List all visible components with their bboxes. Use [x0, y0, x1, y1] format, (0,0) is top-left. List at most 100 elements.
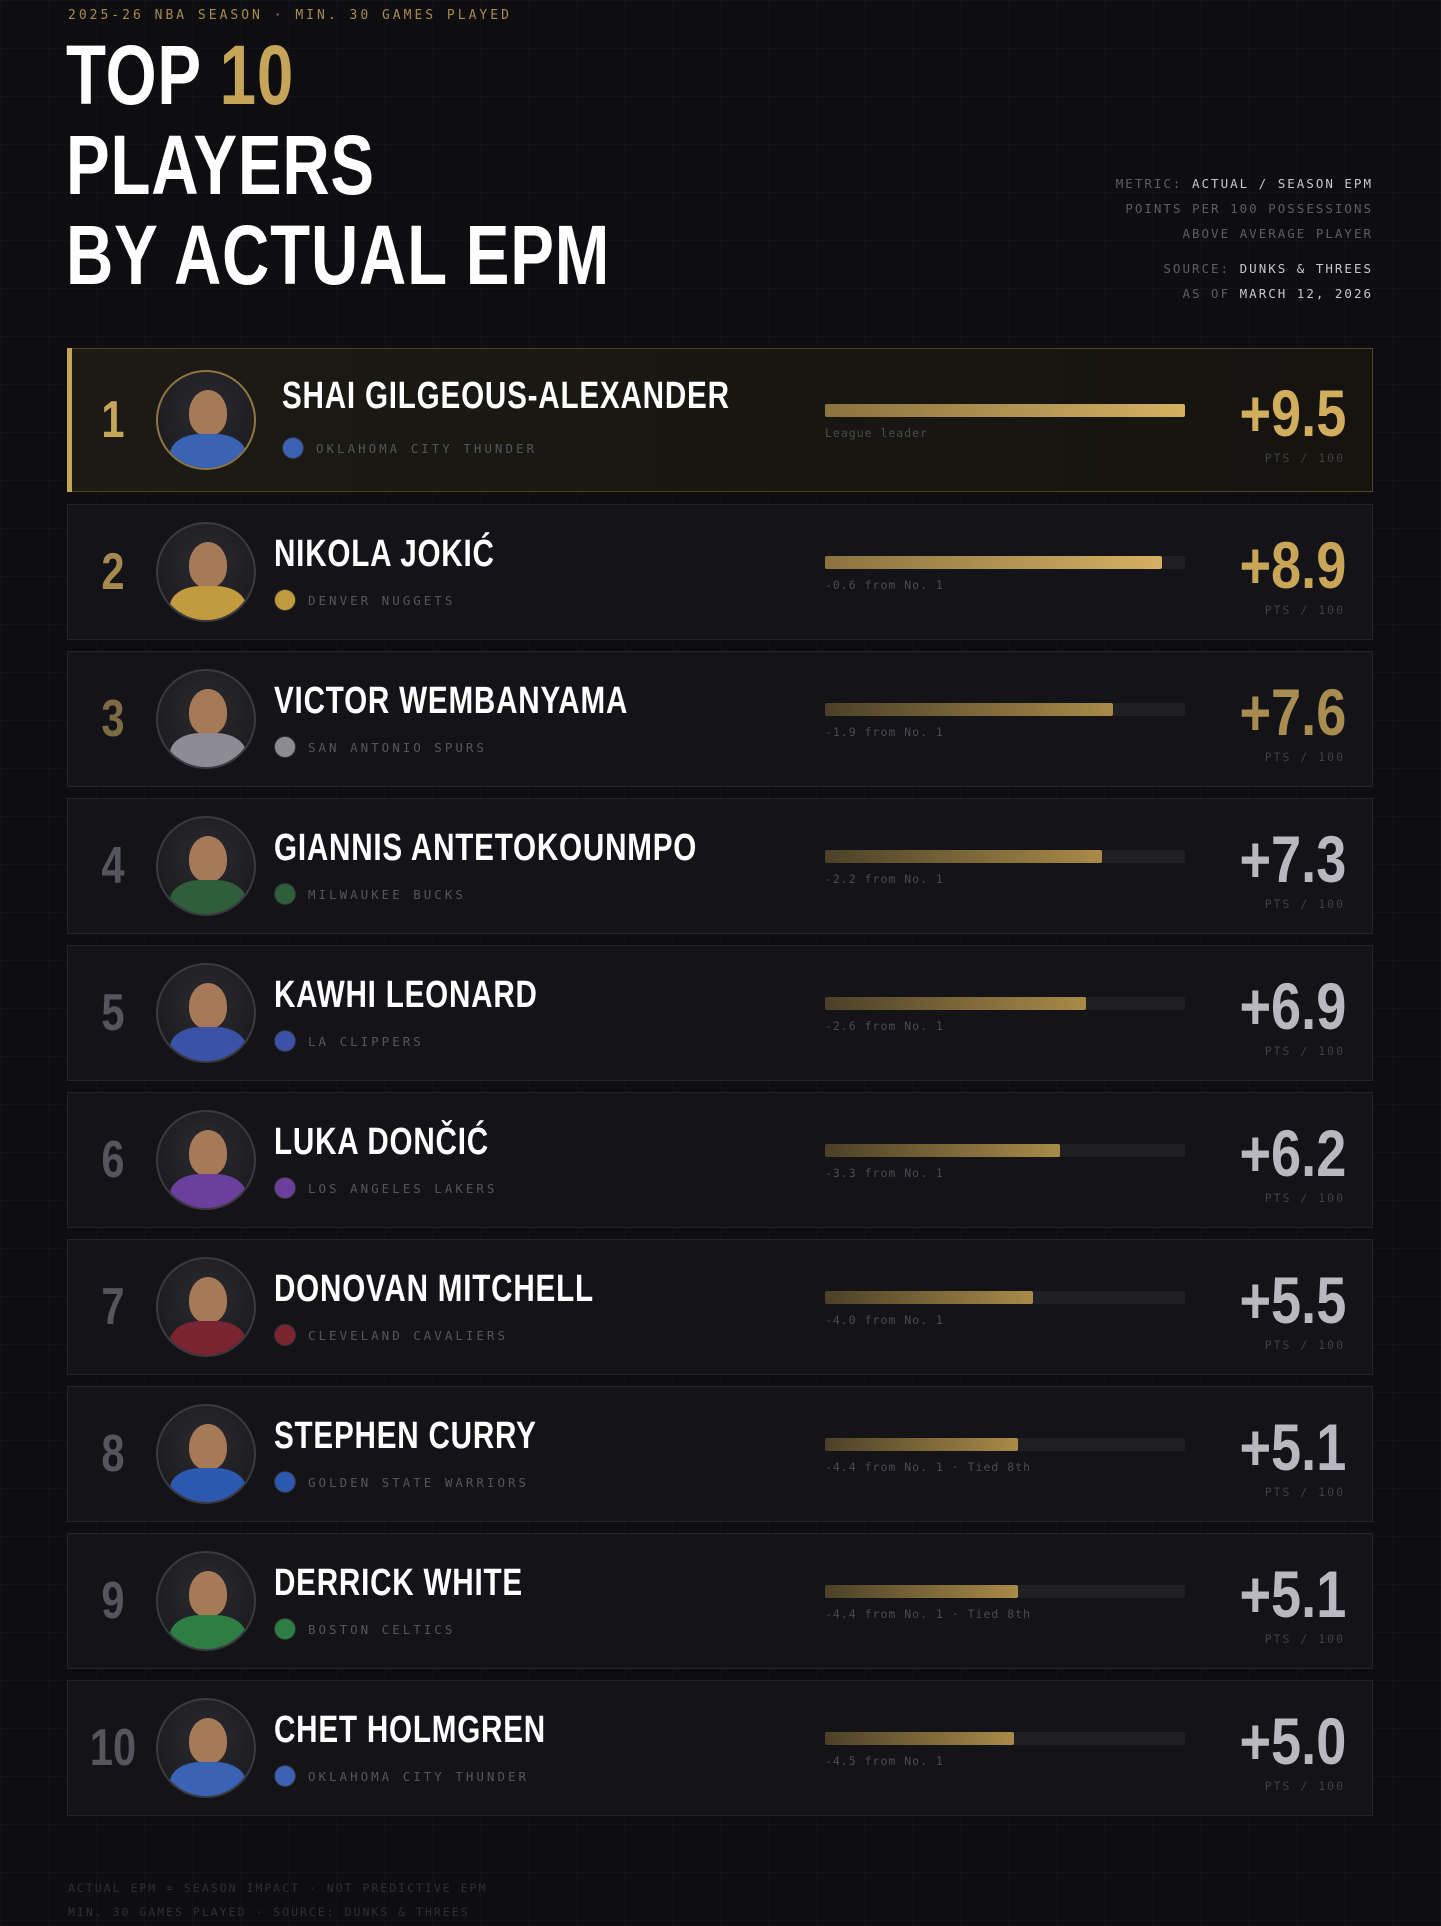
team-row: BOSTON CELTICS	[274, 1618, 455, 1640]
player-headshot	[156, 1257, 256, 1357]
player-headshot	[156, 1404, 256, 1504]
epm-bar-fill	[825, 1732, 1015, 1745]
metric-label: METRIC:	[1115, 176, 1183, 191]
epm-value: +6.9	[1239, 969, 1346, 1043]
epm-value: +5.1	[1239, 1557, 1346, 1631]
team-name: MILWAUKEE BUCKS	[308, 886, 466, 902]
team-row: OKLAHOMA CITY THUNDER	[282, 437, 537, 459]
epm-bar-fill	[825, 1585, 1019, 1598]
rank-number: 2	[101, 543, 125, 601]
player-card[interactable]: 7 DONOVAN MITCHELL CLEVELAND CAVALIERS -…	[67, 1239, 1373, 1375]
epm-unit: PTS / 100	[1264, 603, 1345, 617]
team-row: LA CLIPPERS	[274, 1030, 424, 1052]
epm-bar	[825, 1585, 1185, 1598]
source-value: DUNKS & THREES	[1239, 261, 1373, 276]
epm-value: +5.5	[1239, 1263, 1346, 1337]
epm-value: +5.1	[1239, 1410, 1346, 1484]
epm-bar	[825, 404, 1185, 417]
player-card[interactable]: 6 LUKA DONČIĆ LOS ANGELES LAKERS -3.3 fr…	[67, 1092, 1373, 1228]
team-name: CLEVELAND CAVALIERS	[308, 1327, 508, 1343]
team-logo-icon	[274, 1030, 296, 1052]
team-name: BOSTON CELTICS	[308, 1621, 456, 1637]
player-card[interactable]: 1 SHAI GILGEOUS-ALEXANDER OKLAHOMA CITY …	[67, 348, 1373, 492]
epm-bar-fill	[825, 1291, 1034, 1304]
player-headshot	[156, 816, 256, 916]
team-name: LOS ANGELES LAKERS	[308, 1180, 498, 1196]
team-logo-icon	[274, 589, 296, 611]
player-card[interactable]: 4 GIANNIS ANTETOKOUNMPO MILWAUKEE BUCKS …	[67, 798, 1373, 934]
epm-unit: PTS / 100	[1264, 451, 1345, 465]
team-name: LA CLIPPERS	[308, 1033, 424, 1049]
page-title: TOP 10 PLAYERS BY ACTUAL EPM	[66, 30, 610, 300]
rank-number: 1	[101, 391, 125, 449]
epm-value: +7.3	[1239, 822, 1346, 896]
metric-desc-2: ABOVE AVERAGE PLAYER	[1182, 226, 1373, 241]
player-headshot	[156, 370, 256, 470]
player-card[interactable]: 2 NIKOLA JOKIĆ DENVER NUGGETS -0.6 from …	[67, 504, 1373, 640]
team-name: OKLAHOMA CITY THUNDER	[308, 1768, 530, 1784]
epm-unit: PTS / 100	[1264, 750, 1345, 764]
epm-bar	[825, 1144, 1185, 1157]
player-name: STEPHEN CURRY	[274, 1415, 537, 1457]
epm-unit: PTS / 100	[1264, 1779, 1345, 1793]
epm-unit: PTS / 100	[1264, 1632, 1345, 1646]
player-name: DERRICK WHITE	[274, 1562, 523, 1604]
epm-value: +5.0	[1239, 1704, 1346, 1778]
epm-value: +7.6	[1239, 675, 1346, 749]
player-card[interactable]: 5 KAWHI LEONARD LA CLIPPERS -2.6 from No…	[67, 945, 1373, 1081]
rank-number: 3	[101, 690, 125, 748]
epm-bar	[825, 1438, 1185, 1451]
bar-note: -1.9 from No. 1	[825, 725, 944, 739]
footer-line-1: ACTUAL EPM = SEASON IMPACT · NOT PREDICT…	[68, 1881, 488, 1895]
team-logo-icon	[274, 1177, 296, 1199]
team-logo-icon	[274, 736, 296, 758]
player-headshot	[156, 669, 256, 769]
rank-number: 5	[101, 984, 125, 1042]
team-row: CLEVELAND CAVALIERS	[274, 1324, 508, 1346]
epm-bar	[825, 997, 1185, 1010]
rank-number: 8	[101, 1425, 125, 1483]
epm-bar	[825, 1291, 1185, 1304]
epm-bar-fill	[825, 1438, 1019, 1451]
player-name: SHAI GILGEOUS-ALEXANDER	[282, 375, 730, 417]
team-row: SAN ANTONIO SPURS	[274, 736, 487, 758]
player-name: LUKA DONČIĆ	[274, 1121, 489, 1163]
player-name: VICTOR WEMBANYAMA	[274, 680, 629, 722]
bar-note: -0.6 from No. 1	[825, 578, 944, 592]
team-row: MILWAUKEE BUCKS	[274, 883, 466, 905]
rank-number: 7	[101, 1278, 125, 1336]
team-row: GOLDEN STATE WARRIORS	[274, 1471, 529, 1493]
epm-bar-fill	[825, 404, 1185, 417]
epm-unit: PTS / 100	[1264, 1485, 1345, 1499]
player-headshot	[156, 522, 256, 622]
kicker: 2025-26 NBA SEASON · MIN. 30 GAMES PLAYE…	[68, 8, 512, 23]
team-logo-icon	[282, 437, 304, 459]
bar-note: -2.6 from No. 1	[825, 1019, 944, 1033]
team-logo-icon	[274, 1765, 296, 1787]
epm-value: +8.9	[1239, 528, 1346, 602]
title-line-3: BY ACTUAL EPM	[66, 208, 611, 302]
bar-note: -4.5 from No. 1	[825, 1754, 944, 1768]
player-card[interactable]: 10 CHET HOLMGREN OKLAHOMA CITY THUNDER -…	[67, 1680, 1373, 1816]
epm-bar	[825, 556, 1185, 569]
player-headshot	[156, 1110, 256, 1210]
team-name: GOLDEN STATE WARRIORS	[308, 1474, 530, 1490]
rank-number: 6	[101, 1131, 125, 1189]
team-logo-icon	[274, 883, 296, 905]
footer: ACTUAL EPM = SEASON IMPACT · NOT PREDICT…	[68, 1876, 487, 1924]
player-list: 1 SHAI GILGEOUS-ALEXANDER OKLAHOMA CITY …	[67, 348, 1373, 1827]
epm-value: +9.5	[1239, 376, 1346, 450]
team-logo-icon	[274, 1618, 296, 1640]
bar-note: -4.4 from No. 1 · Tied 8th	[825, 1607, 1032, 1621]
player-card[interactable]: 8 STEPHEN CURRY GOLDEN STATE WARRIORS -4…	[67, 1386, 1373, 1522]
player-name: CHET HOLMGREN	[274, 1709, 546, 1751]
player-card[interactable]: 9 DERRICK WHITE BOSTON CELTICS -4.4 from…	[67, 1533, 1373, 1669]
metric-desc-1: POINTS PER 100 POSSESSIONS	[1125, 201, 1373, 216]
player-card[interactable]: 3 VICTOR WEMBANYAMA SAN ANTONIO SPURS -1…	[67, 651, 1373, 787]
team-name: OKLAHOMA CITY THUNDER	[316, 440, 538, 456]
footer-line-2: MIN. 30 GAMES PLAYED · SOURCE: DUNKS & T…	[68, 1905, 470, 1919]
team-logo-icon	[274, 1471, 296, 1493]
epm-bar	[825, 1732, 1185, 1745]
metric-info: METRIC: ACTUAL / SEASON EPM POINTS PER 1…	[1116, 171, 1373, 306]
team-row: DENVER NUGGETS	[274, 589, 455, 611]
